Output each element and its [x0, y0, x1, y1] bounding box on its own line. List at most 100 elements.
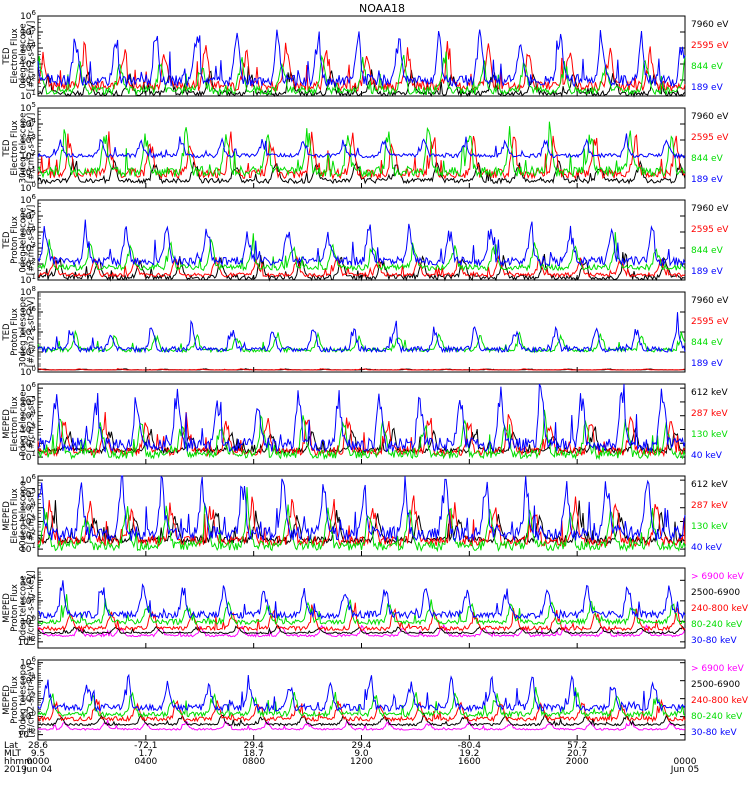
- y-axis-label-line: 0deg telescope: [18, 391, 28, 456]
- series-line: [37, 133, 686, 159]
- x-tick-label: 1200: [350, 757, 373, 767]
- series-line: [37, 219, 686, 268]
- y-axis-label: MEPEDProton Flux90deg telescope[#/cm2-s-…: [2, 663, 37, 738]
- series-line: [37, 475, 686, 543]
- series-line: [37, 698, 686, 723]
- y-axis-label-line: Proton Flux: [10, 308, 20, 356]
- legend-entry: 2500-6900: [691, 680, 740, 690]
- legend-entry: 287 keV: [691, 409, 728, 419]
- y-axis-label-line: 0deg telescope: [18, 207, 28, 272]
- legend-entry: 189 eV: [691, 175, 724, 185]
- legend-entry: 612 keV: [691, 388, 728, 398]
- legend-entry: 7960 eV: [691, 112, 729, 122]
- chart-title: NOAA18: [359, 2, 405, 15]
- x-tick-label: Jun 04: [23, 765, 53, 775]
- series-line: [37, 500, 686, 546]
- x-tick-label: 28.6: [28, 741, 48, 751]
- series-line: [38, 255, 686, 279]
- y-axis-label-line: MEPED: [2, 593, 12, 623]
- series-line: [37, 131, 686, 181]
- y-axis-label-line: [#/cm2-s-str-keV]: [27, 663, 37, 738]
- series-line: [37, 673, 686, 713]
- y-axis-label: MEPEDElectron Flux90deg telescope[#/cm2-…: [2, 481, 37, 552]
- x-row-label: hhmm: [4, 757, 33, 767]
- legend-entry: 7960 eV: [691, 296, 729, 306]
- x-row-label: Lat: [4, 741, 19, 751]
- y-axis-label-line: Electron Flux: [10, 28, 20, 83]
- x-tick-label: 18.7: [244, 749, 264, 759]
- x-row-label: MLT: [4, 749, 22, 759]
- y-axis-label-line: TED: [2, 231, 12, 250]
- x-tick-label: 0000: [27, 757, 50, 767]
- legend-entry: 30-80 keV: [691, 728, 737, 738]
- legend-entry: 80-240 keV: [691, 712, 743, 722]
- series-line: [37, 409, 686, 461]
- legend-entry: 844 eV: [691, 338, 724, 348]
- y-axis-label-line: 0deg telescope: [18, 575, 28, 640]
- y-axis-label: TEDProton Flux0deg telescope[#/cm2-s-str…: [2, 205, 37, 275]
- legend-entry: 2595 eV: [691, 133, 729, 143]
- series-line: [37, 329, 686, 354]
- legend-entry: 2500-6900: [691, 588, 740, 598]
- panel-frame: [37, 659, 686, 741]
- legend-entry: 40 keV: [691, 451, 723, 461]
- legend-entry: 844 eV: [691, 154, 724, 164]
- legend-entry: 240-800 keV: [691, 604, 749, 614]
- y-axis-label: MEPEDElectron Flux0deg telescope[#/cm2-s…: [2, 391, 37, 456]
- series-line: [37, 121, 686, 179]
- series-line: [37, 495, 686, 549]
- y-axis-label-line: 30deg telescope: [18, 113, 28, 184]
- legend-entry: 2595 eV: [691, 41, 729, 51]
- y-axis-label-line: Electron Flux: [10, 120, 20, 175]
- y-axis-label: MEPEDProton Flux0deg telescope[#/cm2-s-s…: [2, 571, 37, 646]
- series-line: [37, 719, 686, 731]
- y-tick-label: 106: [20, 9, 36, 22]
- y-tick-label: 106: [20, 193, 36, 206]
- x-tick-label: Jun 05: [670, 765, 699, 775]
- legend-entry: > 6900 keV: [691, 664, 745, 674]
- legend-entry: 844 eV: [691, 246, 724, 256]
- x-row-label: 2019: [4, 765, 27, 775]
- y-axis-label-line: MEPED: [2, 501, 12, 531]
- series-line: [37, 312, 686, 354]
- legend-entry: 130 keV: [691, 430, 728, 440]
- x-tick-label: -80.4: [458, 741, 482, 751]
- legend-entry: 189 eV: [691, 83, 724, 93]
- series-line: [37, 602, 686, 633]
- y-axis-label-line: 30deg telescope: [18, 297, 28, 368]
- series-line: [37, 411, 686, 458]
- series-line: [37, 623, 686, 638]
- y-axis-label: TEDElectron Flux0deg telescope[#/cm2-s-s…: [2, 21, 37, 91]
- y-axis-label-line: 90deg telescope: [18, 481, 28, 552]
- legend-entry: > 6900 keV: [691, 572, 745, 582]
- x-tick-label: 0800: [242, 757, 265, 767]
- y-axis-label-line: MEPED: [2, 685, 12, 715]
- legend-entry: 189 eV: [691, 359, 724, 369]
- legend-entry: 240-800 keV: [691, 696, 749, 706]
- y-tick-label: 105: [20, 101, 36, 114]
- y-axis-label-line: Electron Flux: [10, 488, 20, 543]
- x-tick-label: 9.0: [354, 749, 369, 759]
- y-axis-label-line: [#/cm2-s-str-eV]: [27, 113, 37, 183]
- series-line: [37, 594, 686, 626]
- legend-entry: 7960 eV: [691, 20, 729, 30]
- legend-entry: 844 eV: [691, 62, 724, 72]
- series-line: [37, 29, 686, 88]
- legend-entry: 2595 eV: [691, 225, 729, 235]
- legend-entry: 40 keV: [691, 543, 723, 553]
- legend-entry: 130 keV: [691, 522, 728, 532]
- y-axis-label-line: TED: [2, 323, 12, 342]
- series-line: [37, 625, 686, 635]
- x-tick-label: 29.4: [351, 741, 371, 751]
- y-axis-label-line: [#/cm2-s-str-eV]: [27, 297, 37, 367]
- y-axis-label-line: [#/cm2-s-str-eV]: [27, 205, 37, 275]
- legend-entry: 612 keV: [691, 480, 728, 490]
- x-tick-label: 9.5: [31, 749, 45, 759]
- x-tick-label: 57.2: [567, 741, 587, 751]
- legend-entry: 30-80 keV: [691, 636, 737, 646]
